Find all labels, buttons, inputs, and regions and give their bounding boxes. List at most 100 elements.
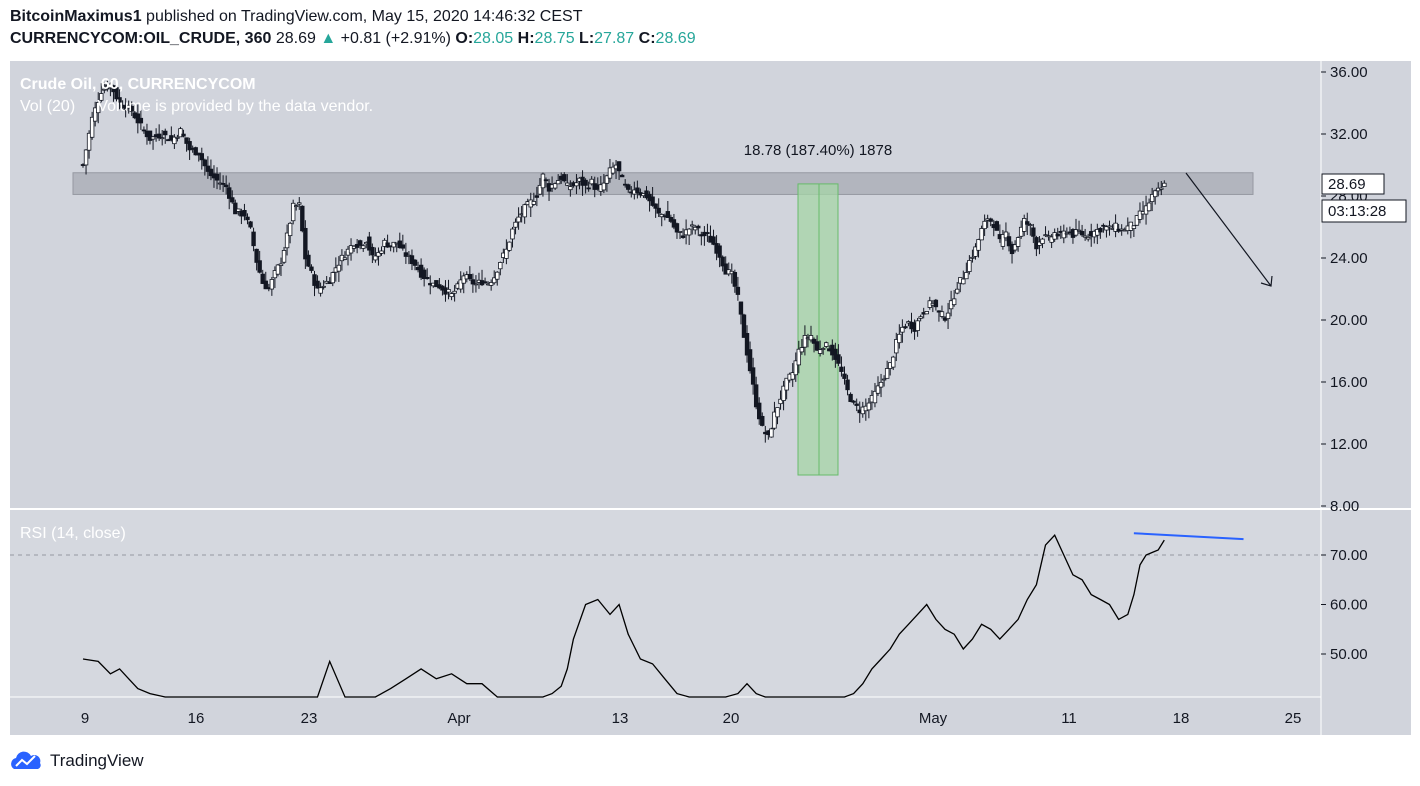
candle[interactable] bbox=[1098, 227, 1103, 233]
candle[interactable] bbox=[626, 184, 631, 190]
candle[interactable] bbox=[851, 400, 856, 403]
candle[interactable] bbox=[808, 335, 814, 341]
candle[interactable] bbox=[562, 174, 567, 182]
candle[interactable] bbox=[897, 333, 902, 344]
candle[interactable] bbox=[915, 320, 920, 331]
candle[interactable] bbox=[510, 228, 515, 240]
candle[interactable] bbox=[738, 301, 744, 315]
candle[interactable] bbox=[635, 187, 640, 193]
candle[interactable] bbox=[884, 368, 890, 379]
candle[interactable] bbox=[178, 128, 183, 138]
candle[interactable] bbox=[1064, 232, 1070, 235]
candle[interactable] bbox=[473, 283, 479, 286]
candle[interactable] bbox=[208, 168, 214, 177]
candle[interactable] bbox=[421, 269, 427, 280]
candle[interactable] bbox=[507, 241, 512, 251]
price-axis-area[interactable] bbox=[1321, 61, 1411, 735]
candle[interactable] bbox=[129, 105, 134, 112]
candle[interactable] bbox=[790, 372, 795, 380]
candle[interactable] bbox=[260, 273, 265, 284]
candle[interactable] bbox=[839, 366, 844, 372]
candle[interactable] bbox=[674, 223, 680, 233]
down-arrow-drawing[interactable] bbox=[1185, 172, 1273, 287]
candle[interactable] bbox=[1079, 231, 1085, 236]
candle[interactable] bbox=[723, 263, 728, 275]
candle[interactable] bbox=[492, 277, 497, 284]
candle[interactable] bbox=[248, 221, 253, 228]
candle[interactable] bbox=[565, 182, 570, 186]
candle[interactable] bbox=[495, 271, 500, 280]
price-range-measure[interactable] bbox=[797, 183, 839, 476]
candle[interactable] bbox=[1146, 202, 1152, 212]
candle[interactable] bbox=[287, 222, 293, 237]
candle[interactable] bbox=[391, 241, 396, 248]
time-axis-area[interactable] bbox=[10, 697, 1321, 735]
candle[interactable] bbox=[781, 385, 786, 401]
candle[interactable] bbox=[400, 244, 406, 249]
candle[interactable] bbox=[1107, 225, 1112, 228]
candle[interactable] bbox=[793, 360, 798, 376]
candle[interactable] bbox=[1015, 237, 1021, 247]
candle[interactable] bbox=[970, 256, 975, 259]
rsi-line[interactable] bbox=[82, 534, 1165, 698]
candle[interactable] bbox=[903, 326, 908, 329]
candle[interactable] bbox=[412, 259, 418, 266]
candle[interactable] bbox=[696, 225, 701, 229]
candle[interactable] bbox=[251, 231, 256, 247]
candle[interactable] bbox=[845, 379, 850, 391]
candle[interactable] bbox=[894, 339, 899, 354]
candle[interactable] bbox=[181, 133, 186, 137]
candle[interactable] bbox=[294, 205, 299, 208]
candle[interactable] bbox=[686, 228, 692, 236]
candle[interactable] bbox=[275, 264, 281, 275]
candle[interactable] bbox=[297, 202, 302, 205]
candle[interactable] bbox=[513, 221, 518, 228]
candle[interactable] bbox=[114, 87, 119, 100]
candle[interactable] bbox=[522, 204, 527, 218]
resistance-zone[interactable] bbox=[72, 172, 1254, 195]
candle[interactable] bbox=[601, 182, 607, 191]
candle[interactable] bbox=[498, 262, 503, 270]
candle[interactable] bbox=[96, 102, 101, 114]
candle[interactable] bbox=[409, 255, 415, 265]
candle[interactable] bbox=[650, 196, 655, 206]
candle[interactable] bbox=[1162, 182, 1167, 187]
candle[interactable] bbox=[753, 384, 759, 408]
candle[interactable] bbox=[336, 264, 342, 272]
candle[interactable] bbox=[976, 239, 981, 251]
candle[interactable] bbox=[616, 161, 622, 172]
candle[interactable] bbox=[918, 316, 923, 319]
candle[interactable] bbox=[680, 235, 686, 238]
candle[interactable] bbox=[1012, 244, 1018, 251]
candle[interactable] bbox=[988, 218, 993, 222]
candle[interactable] bbox=[303, 227, 308, 260]
candle[interactable] bbox=[147, 130, 153, 141]
candle[interactable] bbox=[300, 205, 305, 232]
candle[interactable] bbox=[534, 195, 540, 198]
candle[interactable] bbox=[245, 216, 250, 221]
candle[interactable] bbox=[820, 348, 826, 350]
candle[interactable] bbox=[373, 255, 378, 261]
candle[interactable] bbox=[543, 179, 549, 182]
rsi-trend-line[interactable] bbox=[1133, 532, 1244, 541]
candle[interactable] bbox=[1046, 235, 1051, 238]
candle[interactable] bbox=[1031, 227, 1036, 237]
candle[interactable] bbox=[467, 273, 473, 280]
candle[interactable] bbox=[175, 136, 180, 139]
candle[interactable] bbox=[92, 107, 98, 122]
candle[interactable] bbox=[665, 211, 671, 218]
candle[interactable] bbox=[117, 97, 122, 103]
candle[interactable] bbox=[814, 341, 820, 351]
measure-box[interactable] bbox=[797, 183, 839, 476]
candle[interactable] bbox=[290, 202, 296, 222]
candle[interactable] bbox=[757, 402, 762, 420]
candle[interactable] bbox=[330, 272, 335, 284]
candle[interactable] bbox=[376, 252, 381, 257]
candle[interactable] bbox=[367, 236, 372, 251]
candle[interactable] bbox=[537, 184, 543, 195]
candle[interactable] bbox=[379, 250, 384, 254]
candle[interactable] bbox=[504, 248, 509, 259]
candle[interactable] bbox=[159, 137, 165, 140]
author-name[interactable]: BitcoinMaximus1 bbox=[10, 8, 142, 25]
